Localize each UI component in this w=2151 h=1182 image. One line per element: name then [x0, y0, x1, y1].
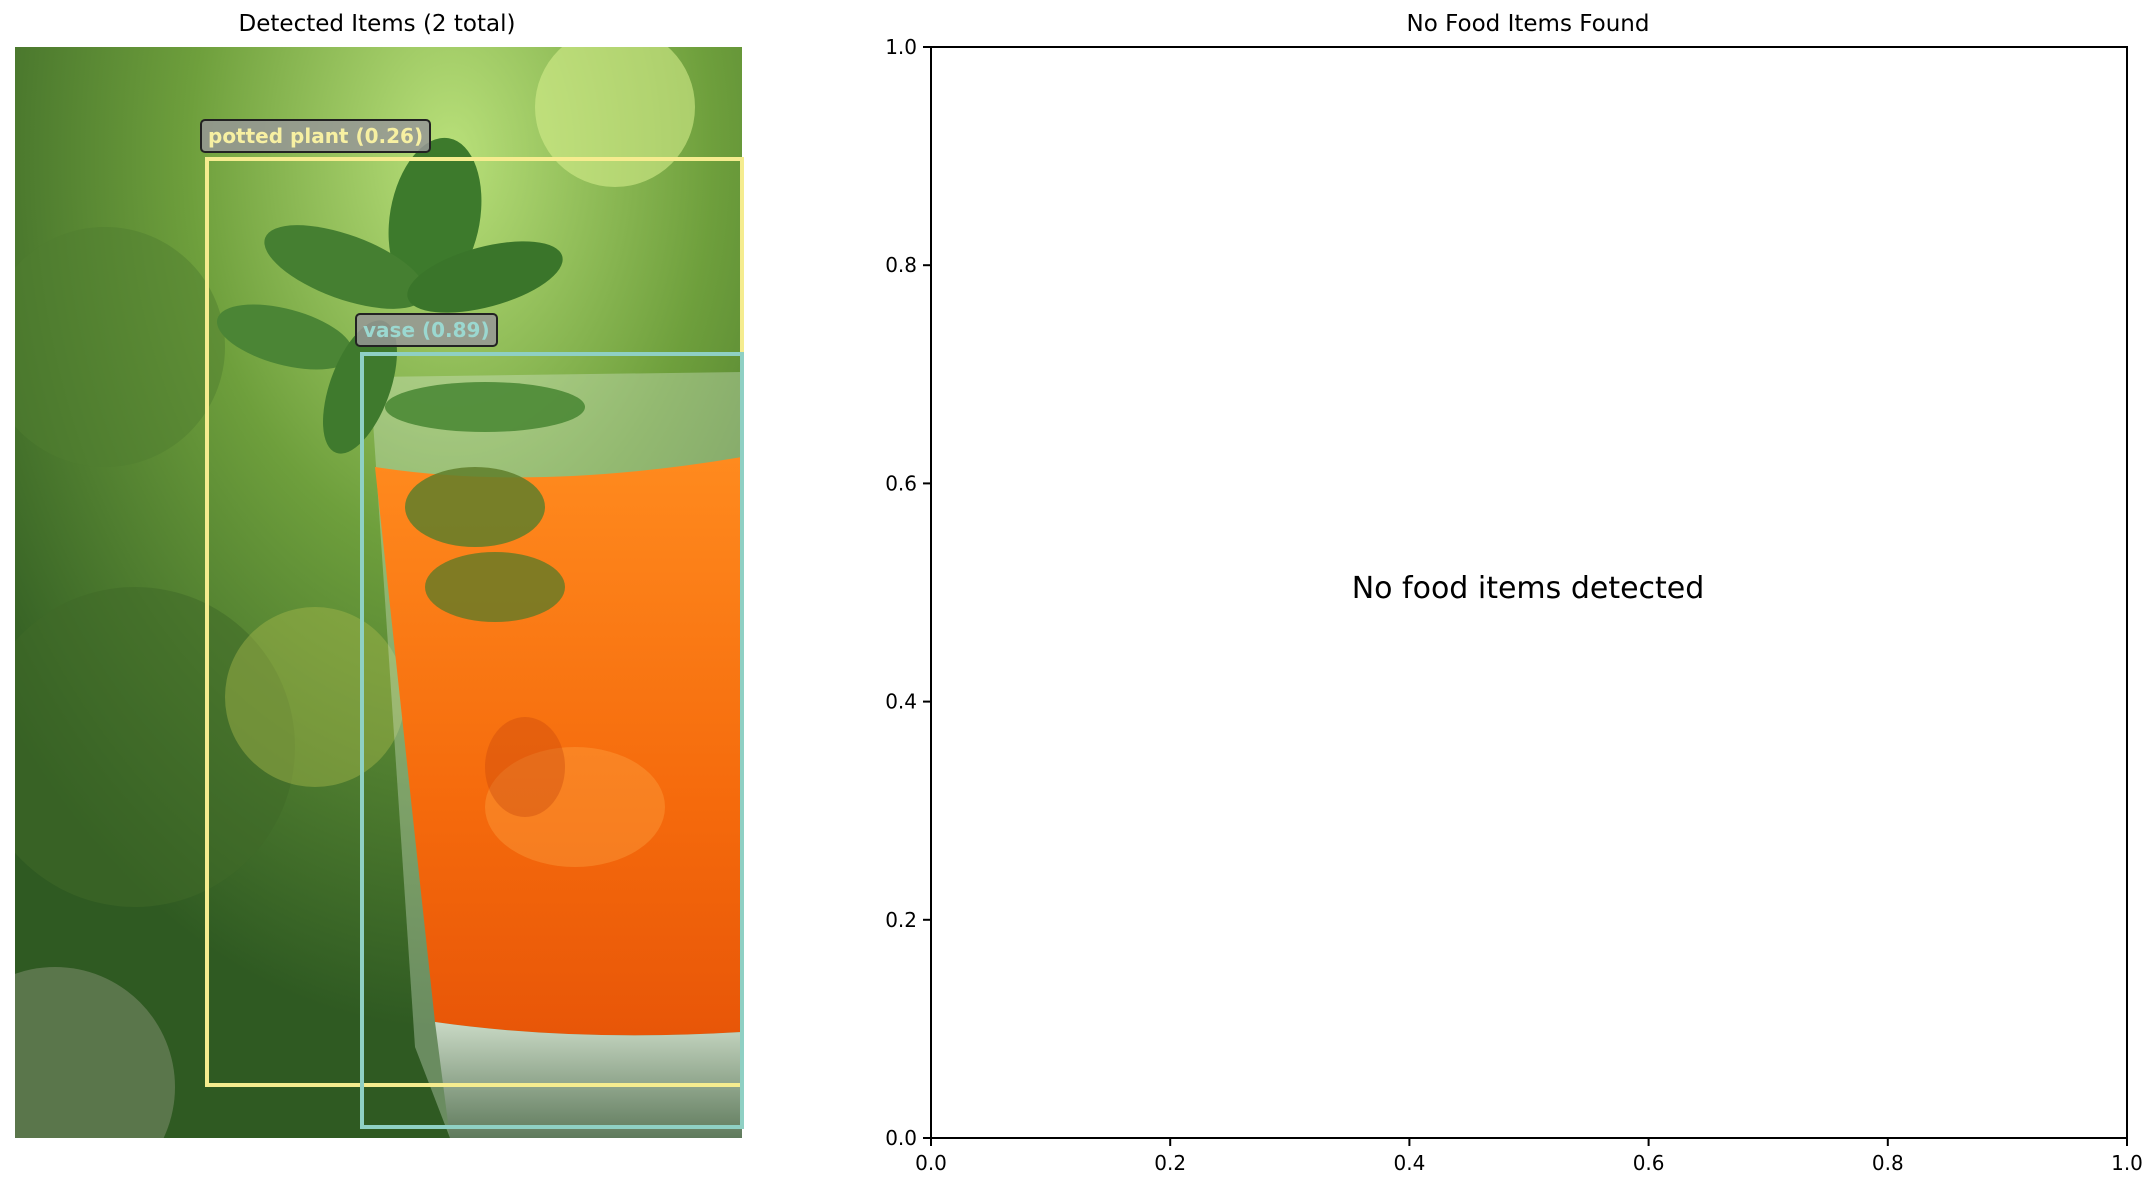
x-tick-label: 0.0	[915, 1151, 947, 1175]
y-tick-label: 0.6	[885, 471, 917, 495]
x-tick-label: 0.2	[1154, 1151, 1186, 1175]
x-axis: 0.0 0.2 0.4 0.6 0.8 1.0	[915, 1138, 2143, 1175]
detection-photo	[15, 47, 742, 1138]
x-tick-label: 1.0	[2111, 1151, 2143, 1175]
y-tick-label: 1.0	[885, 35, 917, 59]
y-tick-label: 0.4	[885, 690, 917, 714]
potted-plant-label: potted plant (0.26)	[200, 119, 432, 153]
y-tick-label: 0.0	[885, 1126, 917, 1150]
x-tick-label: 0.4	[1393, 1151, 1425, 1175]
vase-bounding-box	[360, 352, 744, 1129]
y-tick-label: 0.2	[885, 908, 917, 932]
plot-area-frame	[930, 46, 2128, 1139]
no-food-message: No food items detected	[1351, 571, 1705, 606]
x-tick-label: 0.6	[1633, 1151, 1665, 1175]
vase-label: vase (0.89)	[355, 313, 498, 347]
detections-title: Detected Items (2 total)	[238, 11, 516, 37]
chart-title: No Food Items Found	[1406, 11, 1650, 37]
y-tick-label: 0.8	[885, 253, 917, 277]
y-axis: 0.0 0.2 0.4 0.6 0.8 1.0	[885, 35, 931, 1150]
x-tick-label: 0.8	[1872, 1151, 1904, 1175]
